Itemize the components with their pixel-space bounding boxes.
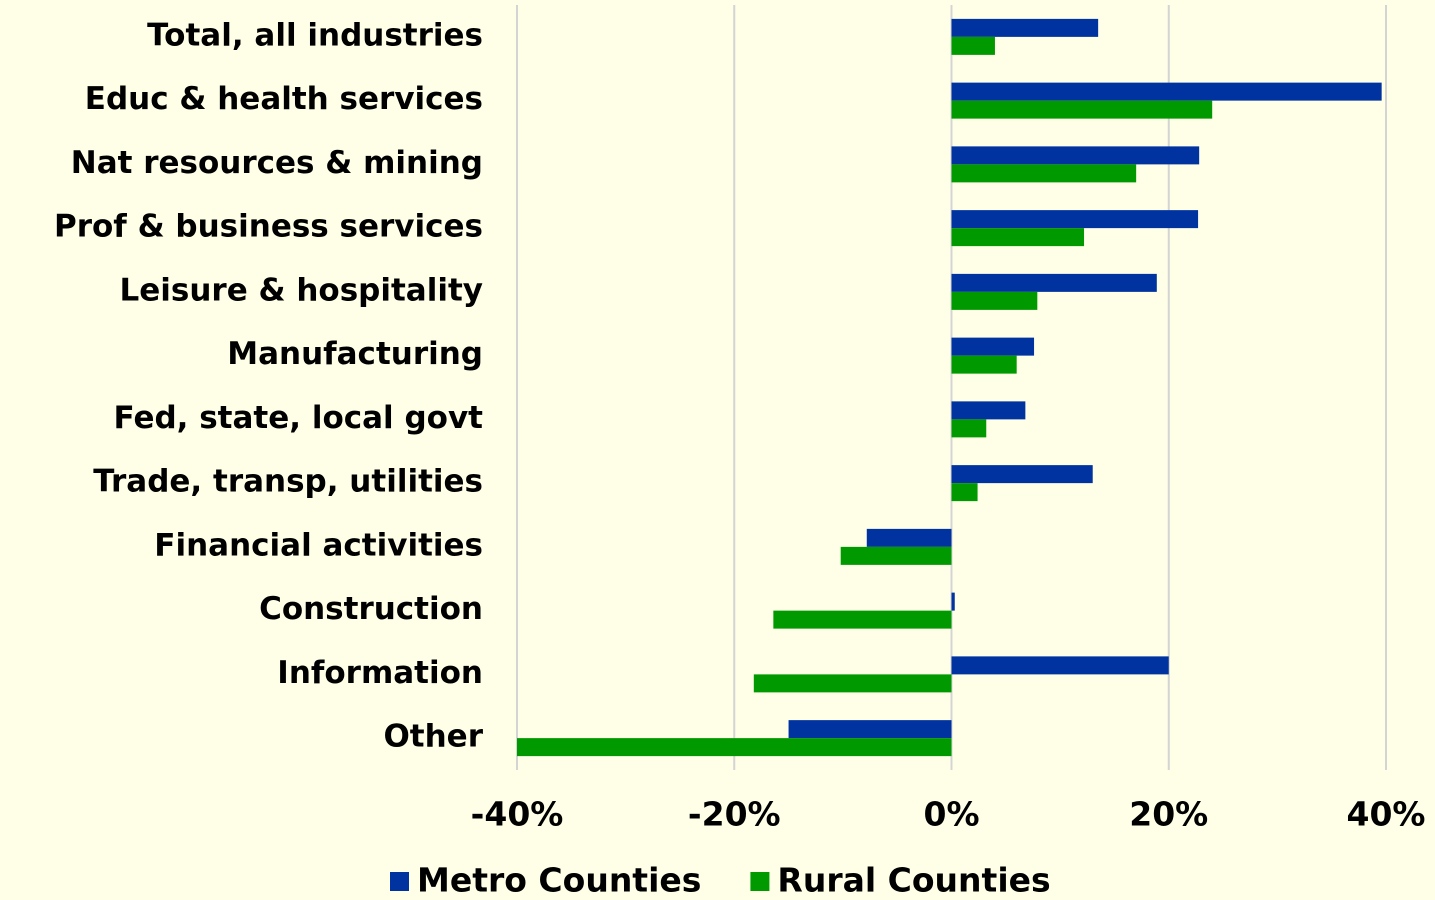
bar <box>788 720 952 739</box>
legend-label: Rural Counties <box>777 861 1050 900</box>
bar <box>840 546 952 565</box>
category-label: Total, all industries <box>147 17 483 53</box>
bar <box>951 18 1099 37</box>
bar <box>951 146 1200 165</box>
bar <box>773 610 952 629</box>
category-label: Information <box>277 655 483 691</box>
bar <box>951 592 955 611</box>
bar <box>951 273 1157 292</box>
bar <box>951 337 1035 356</box>
bar <box>951 164 1137 183</box>
legend-swatch <box>390 872 409 891</box>
bar <box>951 210 1199 229</box>
bar <box>951 401 1026 420</box>
category-label: Educ & health services <box>85 81 483 117</box>
category-label: Prof & business services <box>54 209 483 245</box>
bar <box>517 738 952 757</box>
x-tick-label: 0% <box>923 795 979 834</box>
bar <box>951 465 1093 484</box>
category-label: Trade, transp, utilities <box>93 464 483 500</box>
bar <box>951 82 1382 101</box>
category-label: Fed, state, local govt <box>114 400 484 436</box>
bar <box>951 355 1017 374</box>
bar <box>951 483 978 502</box>
category-label: Financial activities <box>154 527 483 563</box>
category-label: Construction <box>259 591 483 627</box>
bar <box>951 100 1213 119</box>
bar <box>753 674 952 693</box>
x-tick-label: -40% <box>471 795 564 834</box>
legend-label: Metro Counties <box>417 861 701 900</box>
bar <box>866 528 952 547</box>
bar <box>951 656 1169 675</box>
category-label: Nat resources & mining <box>71 145 483 181</box>
x-tick-label: 20% <box>1129 795 1208 834</box>
x-tick-label: -20% <box>688 795 781 834</box>
bar <box>951 419 987 438</box>
category-label: Other <box>383 719 483 755</box>
legend-swatch <box>750 872 770 891</box>
bar <box>951 36 995 55</box>
category-label: Manufacturing <box>227 336 483 372</box>
bar <box>951 291 1038 310</box>
bar <box>951 228 1085 247</box>
category-label: Leisure & hospitality <box>119 272 483 308</box>
x-tick-label: 40% <box>1347 795 1426 834</box>
